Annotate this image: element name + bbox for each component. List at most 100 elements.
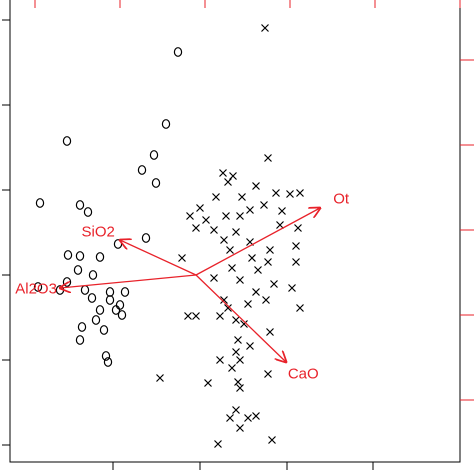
point-x: [212, 193, 220, 201]
point: [229, 172, 237, 180]
point-o: [63, 250, 73, 260]
arrow-label: Al2O3: [15, 281, 57, 298]
point: [288, 284, 296, 292]
point: [137, 165, 147, 175]
point-x: [214, 440, 222, 448]
point-o: [99, 325, 109, 335]
point-o: [137, 165, 147, 175]
point: [244, 414, 252, 422]
point-x: [192, 224, 200, 232]
point: [264, 370, 272, 378]
point: [77, 322, 87, 332]
point-x: [248, 254, 256, 262]
point-o: [105, 287, 115, 297]
point-o: [83, 207, 93, 217]
point: [73, 265, 83, 275]
point: [99, 325, 109, 335]
point: [113, 239, 123, 249]
point: [35, 198, 45, 208]
point: [296, 304, 304, 312]
point-o: [62, 136, 72, 146]
point: [83, 207, 93, 217]
point-x: [264, 258, 272, 266]
point: [173, 47, 183, 57]
point-x: [264, 154, 272, 162]
point: [244, 300, 252, 308]
point-o: [101, 351, 111, 361]
point: [224, 304, 232, 312]
point-o: [161, 119, 171, 129]
point-x: [252, 182, 260, 190]
point-o: [103, 357, 113, 367]
point-o: [88, 270, 98, 280]
point-x: [178, 254, 186, 262]
point: [117, 310, 127, 320]
point: [246, 206, 254, 214]
point-x: [186, 212, 194, 220]
point-x: [278, 207, 286, 215]
point-o: [62, 277, 72, 287]
point-x: [232, 406, 240, 414]
point: [292, 242, 300, 250]
point-o: [91, 315, 101, 325]
point: [252, 182, 260, 190]
arrow-label: CaO: [288, 365, 319, 382]
point: [111, 305, 121, 315]
point: [266, 246, 274, 254]
point: [292, 258, 300, 266]
point: [232, 406, 240, 414]
point-o: [173, 47, 183, 57]
point-x: [238, 193, 246, 201]
point: [75, 200, 85, 210]
loading-arrow: [195, 274, 286, 362]
point: [270, 280, 278, 288]
point: [120, 287, 130, 297]
point: [268, 436, 276, 444]
point-o: [87, 293, 97, 303]
point-x: [294, 224, 302, 232]
point: [156, 374, 164, 382]
point: [234, 336, 242, 344]
point: [219, 169, 227, 177]
point: [228, 364, 236, 372]
point-x: [244, 414, 252, 422]
point: [226, 414, 234, 422]
point-x: [270, 280, 278, 288]
point-x: [276, 221, 284, 229]
point: [80, 285, 90, 295]
point: [264, 258, 272, 266]
point: [62, 277, 72, 287]
point-x: [292, 258, 300, 266]
point-x: [296, 189, 304, 197]
point: [236, 276, 244, 284]
point-x: [296, 304, 304, 312]
loading-arrow: [195, 208, 320, 276]
point-x: [232, 348, 240, 356]
point: [105, 295, 115, 305]
point-x: [266, 246, 274, 254]
point: [216, 312, 224, 320]
point-x: [229, 172, 237, 180]
point: [238, 193, 246, 201]
point-o: [80, 285, 90, 295]
point-x: [226, 246, 234, 254]
arrow-label: Ot: [333, 190, 350, 207]
point: [232, 228, 240, 236]
point: [95, 305, 105, 315]
point: [232, 316, 240, 324]
point-x: [204, 379, 212, 387]
point: [272, 189, 280, 197]
point-o: [75, 200, 85, 210]
point-x: [202, 216, 210, 224]
point-x: [292, 242, 300, 250]
point: [95, 252, 105, 262]
point-x: [264, 370, 272, 378]
point: [75, 335, 85, 345]
point: [151, 178, 161, 188]
point-o: [55, 285, 65, 295]
point: [266, 328, 274, 336]
point-x: [234, 378, 242, 386]
point: [210, 274, 218, 282]
point: [63, 250, 73, 260]
